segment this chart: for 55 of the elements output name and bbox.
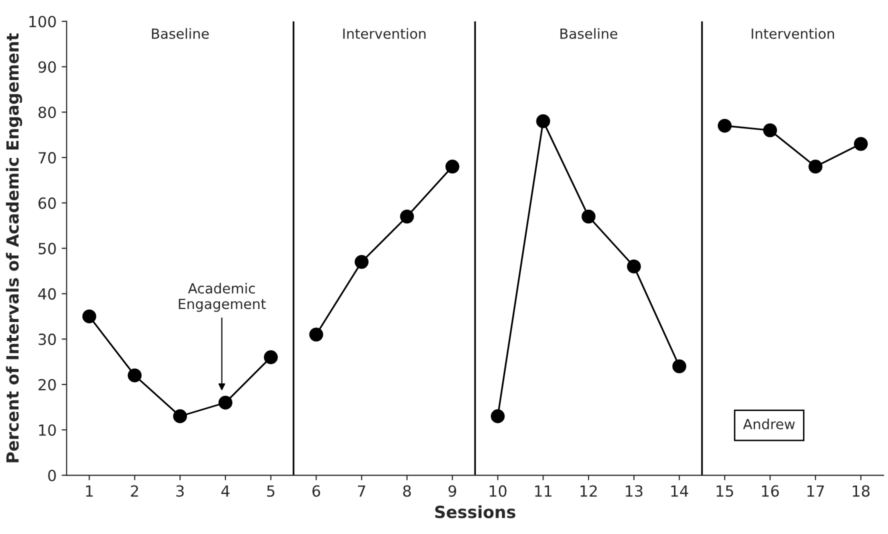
point bbox=[808, 160, 822, 174]
annotation: Intervention bbox=[343, 28, 426, 39]
point bbox=[582, 210, 596, 224]
point bbox=[854, 136, 868, 151]
x-tick-label: 17 bbox=[807, 485, 824, 497]
x-tick-label: 1 bbox=[86, 485, 93, 497]
annotation: Academic Engagement bbox=[178, 282, 266, 312]
point bbox=[763, 123, 778, 138]
point bbox=[672, 359, 686, 374]
point bbox=[400, 210, 414, 224]
x-tick-label: 18 bbox=[852, 485, 870, 497]
point bbox=[626, 260, 641, 274]
x-tick-label: 14 bbox=[671, 485, 688, 497]
x-tick-label: 12 bbox=[580, 485, 597, 497]
y-tick-label: 100 bbox=[29, 16, 56, 28]
x-tick-label: 10 bbox=[490, 485, 506, 497]
annotation: Intervention bbox=[752, 28, 834, 39]
y-tick-label: 20 bbox=[38, 378, 56, 390]
y-tick-label: 0 bbox=[48, 470, 56, 482]
point bbox=[264, 350, 278, 364]
x-tick-label: 2 bbox=[130, 485, 138, 497]
x-tick-label: 5 bbox=[267, 485, 274, 497]
x-tick-label: 4 bbox=[221, 485, 230, 497]
y-tick-label: 40 bbox=[38, 288, 56, 300]
x-tick-label: 8 bbox=[403, 485, 411, 497]
x-tick-label: 3 bbox=[176, 485, 184, 497]
x-tick-label: 15 bbox=[716, 485, 734, 497]
x-tick-label: 16 bbox=[762, 485, 779, 497]
x-tick-label: 7 bbox=[358, 485, 366, 497]
point bbox=[354, 254, 369, 269]
y-axis-title: Percent of Intervals of Academic Engagement bbox=[6, 33, 22, 462]
annotation: Baseline bbox=[152, 28, 209, 39]
point bbox=[309, 328, 324, 342]
point bbox=[218, 396, 232, 410]
x-tick-label: 6 bbox=[312, 485, 320, 497]
x-axis-title: Sessions bbox=[435, 505, 516, 518]
annotation: Andrew bbox=[743, 418, 795, 430]
point bbox=[445, 160, 460, 174]
y-tick-label: 30 bbox=[38, 334, 56, 346]
y-tick-label: 50 bbox=[38, 242, 56, 254]
x-tick-label: 13 bbox=[626, 485, 642, 497]
point bbox=[536, 114, 550, 128]
y-tick-label: 80 bbox=[38, 106, 56, 118]
point bbox=[173, 409, 188, 424]
x-tick-label: 11 bbox=[535, 485, 552, 497]
point bbox=[82, 309, 96, 324]
point bbox=[490, 409, 505, 424]
x-tick-label: 9 bbox=[448, 485, 456, 497]
y-tick-label: 60 bbox=[38, 197, 56, 209]
annotation: Baseline bbox=[560, 28, 618, 39]
y-tick-label: 70 bbox=[38, 152, 56, 164]
y-tick-label: 10 bbox=[39, 424, 56, 436]
point bbox=[718, 118, 732, 133]
y-tick-label: 90 bbox=[38, 61, 56, 73]
point bbox=[128, 368, 142, 382]
